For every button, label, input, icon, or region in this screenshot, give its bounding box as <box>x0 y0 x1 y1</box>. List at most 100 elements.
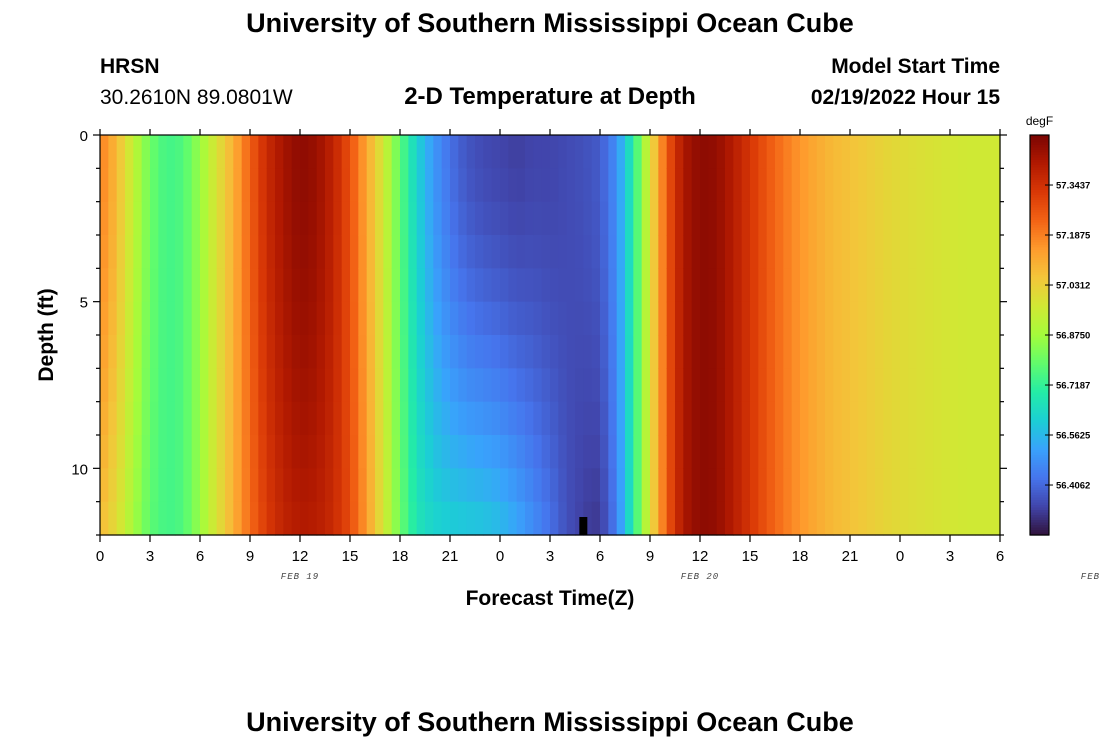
heatmap-cell <box>591 368 601 403</box>
x-tick-label: 6 <box>196 548 204 565</box>
heatmap-cell <box>875 235 884 269</box>
heatmap-cell <box>425 435 434 469</box>
heatmap-cell <box>700 468 709 503</box>
heatmap-cell <box>675 368 684 403</box>
heatmap-cell <box>258 368 268 403</box>
heatmap-cell <box>416 268 426 303</box>
heatmap-cell <box>483 135 493 169</box>
heatmap-cell <box>550 435 559 469</box>
heatmap-cell <box>516 135 526 169</box>
heatmap-cell <box>316 135 326 169</box>
heatmap-cell <box>166 401 176 436</box>
heatmap-cell <box>816 468 826 503</box>
heatmap-cell <box>100 268 109 303</box>
heatmap-cell <box>466 468 476 503</box>
colorbar-cell <box>1030 507 1049 511</box>
heatmap-cell <box>341 401 351 436</box>
heatmap-cell <box>308 235 318 269</box>
heatmap-cell <box>650 335 659 369</box>
heatmap-cell <box>150 301 159 336</box>
colorbar-cell <box>1030 437 1049 441</box>
heatmap-cell <box>708 201 718 236</box>
heatmap-cell <box>691 435 701 469</box>
heatmap-cell <box>758 268 768 303</box>
heatmap-cell <box>558 368 568 403</box>
heatmap-cell <box>200 168 209 203</box>
heatmap-cell <box>925 168 934 203</box>
heatmap-cell <box>991 501 1001 536</box>
heatmap-cell <box>891 268 901 303</box>
heatmap-cell <box>175 401 184 436</box>
heatmap-cell <box>750 368 759 403</box>
heatmap-cell <box>725 501 734 536</box>
heatmap-cell <box>708 335 718 369</box>
heatmap-cell <box>458 468 468 503</box>
heatmap-cell <box>283 201 293 236</box>
heatmap-cell <box>541 168 551 203</box>
heatmap-cell <box>341 268 351 303</box>
heatmap-cell <box>491 468 501 503</box>
heatmap-cell <box>625 135 634 169</box>
heatmap-cell <box>341 435 351 469</box>
heatmap-cell <box>250 235 259 269</box>
heatmap-cell <box>800 468 809 503</box>
colorbar-cell <box>1030 232 1049 236</box>
heatmap-cell <box>458 168 468 203</box>
heatmap-cell <box>791 435 801 469</box>
heatmap-cell <box>275 135 284 169</box>
heatmap-cell <box>350 335 359 369</box>
heatmap-cell <box>125 401 134 436</box>
heatmap-cell <box>550 168 559 203</box>
heatmap-cell <box>900 468 909 503</box>
heatmap-cell <box>450 401 459 436</box>
heatmap-cell <box>391 235 401 269</box>
heatmap-cell <box>850 401 859 436</box>
heatmap-cell <box>291 468 301 503</box>
heatmap-cell <box>108 401 118 436</box>
heatmap-cell <box>758 235 768 269</box>
heatmap-cell <box>291 501 301 536</box>
heatmap-cell <box>908 135 918 169</box>
heatmap-cell <box>433 235 443 269</box>
heatmap-cell <box>200 468 209 503</box>
heatmap-cell <box>858 235 868 269</box>
heatmap-cell <box>933 501 943 536</box>
heatmap-cell <box>716 468 726 503</box>
heatmap-cell <box>966 335 976 369</box>
heatmap-cell <box>225 368 234 403</box>
colorbar-cell <box>1030 407 1049 411</box>
heatmap-cell <box>916 401 926 436</box>
heatmap-cell <box>933 135 943 169</box>
heatmap-cell <box>958 168 968 203</box>
x-tick-label: 21 <box>442 548 459 565</box>
heatmap-cell <box>316 368 326 403</box>
heatmap-cell <box>800 235 809 269</box>
colorbar-cell <box>1030 497 1049 501</box>
colorbar-cell <box>1030 145 1049 149</box>
heatmap-cell <box>325 501 334 536</box>
colorbar-cell <box>1030 467 1049 471</box>
heatmap-cell <box>425 501 434 536</box>
heatmap-cell <box>333 468 343 503</box>
heatmap-cell <box>825 401 834 436</box>
colorbar-cell <box>1030 227 1049 231</box>
heatmap-cell <box>608 168 618 203</box>
heatmap-cell <box>150 368 159 403</box>
colorbar-cell <box>1030 215 1049 219</box>
heatmap-cell <box>533 235 543 269</box>
heatmap-cell <box>883 168 893 203</box>
heatmap-cell <box>683 401 693 436</box>
heatmap-cell <box>975 268 984 303</box>
heatmap-cell <box>483 401 493 436</box>
heatmap-cell <box>350 168 359 203</box>
heatmap-cell <box>808 468 818 503</box>
colorbar-cell <box>1030 220 1049 224</box>
heatmap-cell <box>533 201 543 236</box>
heatmap-cell <box>950 435 959 469</box>
heatmap-cell <box>825 468 834 503</box>
heatmap-cell <box>616 135 626 169</box>
colorbar-cell <box>1030 435 1049 439</box>
heatmap-cell <box>200 501 209 536</box>
heatmap-cell <box>308 168 318 203</box>
heatmap-cell <box>125 468 134 503</box>
